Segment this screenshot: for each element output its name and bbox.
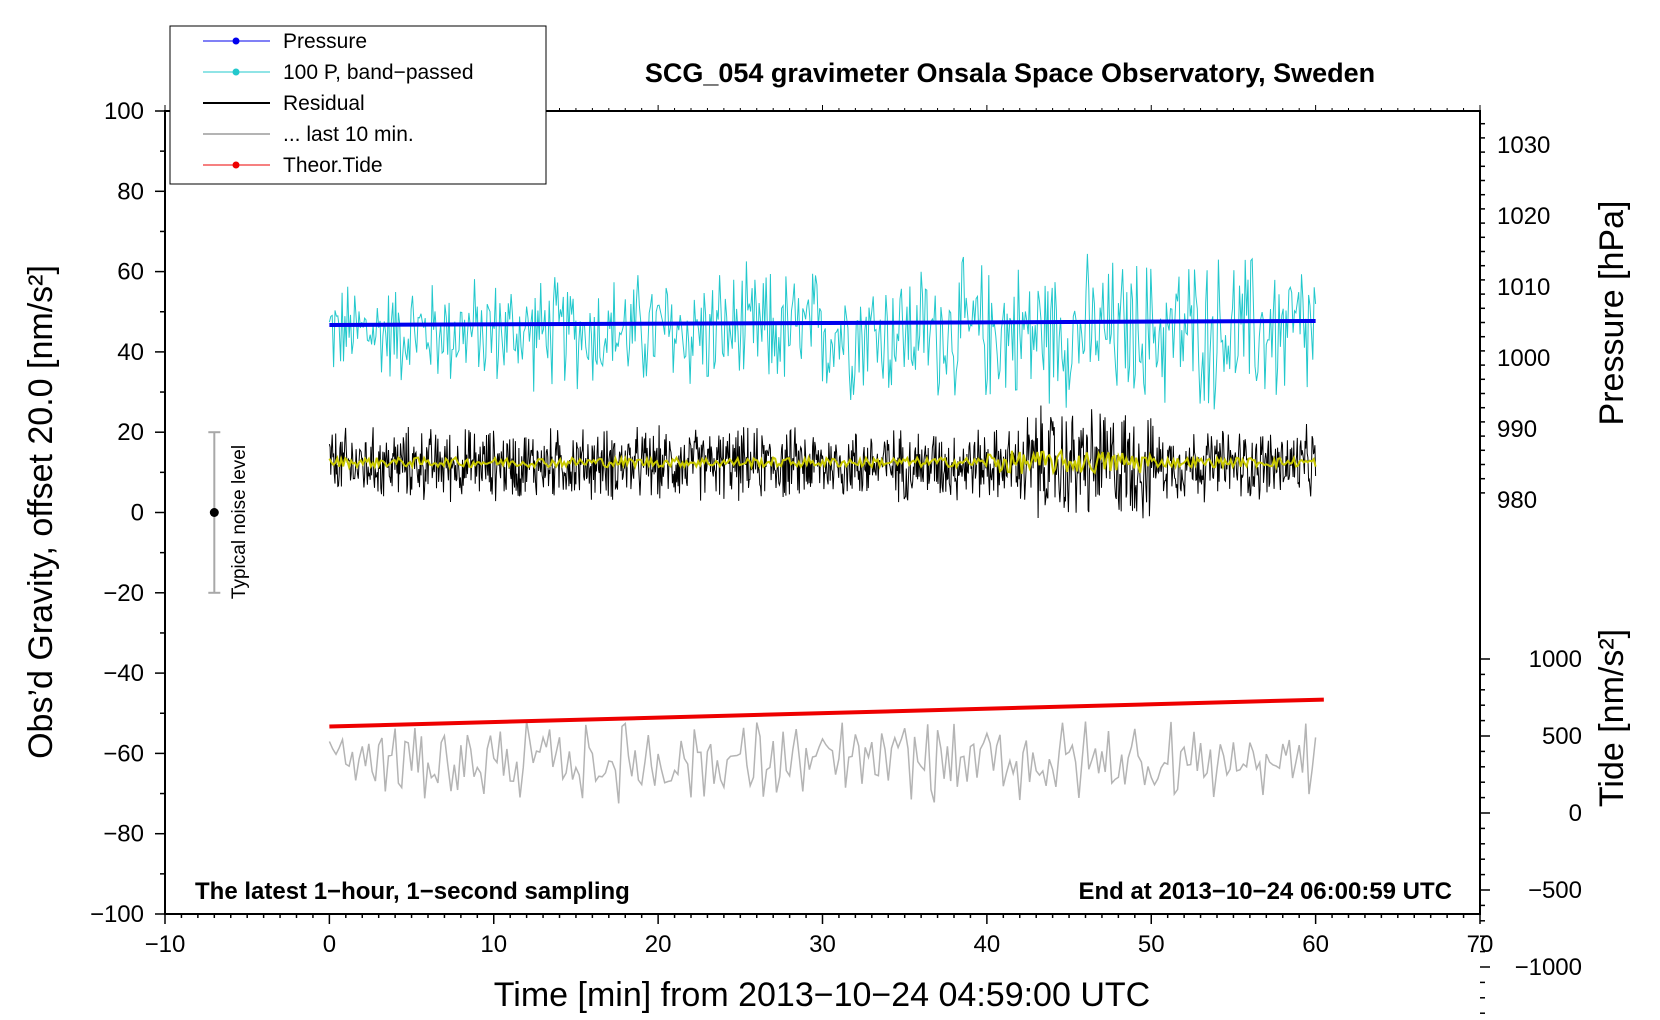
x-tick-label: 30: [809, 931, 836, 958]
legend-box: [169, 25, 547, 185]
y-tick-label: −40: [103, 660, 144, 687]
x-tick-label: 60: [1302, 931, 1329, 958]
noise-bar: [208, 431, 221, 594]
y-tick-label: 60: [117, 259, 144, 286]
tide-tick-label: 500: [1542, 723, 1582, 750]
pressure-axis-label: Pressure [hPa]: [1593, 201, 1631, 426]
noise-bar-center-dot: [209, 508, 219, 517]
x-tick-label: 10: [480, 931, 507, 958]
x-tick-label: 20: [645, 931, 672, 958]
y-tick-label: −60: [103, 740, 144, 767]
y-tick-label: −20: [103, 580, 144, 607]
tide-tick-label: 1000: [1529, 646, 1582, 673]
series-bandpassed: [328, 253, 1317, 410]
x-tick-label: 0: [323, 931, 336, 958]
pressure-tick-label: 990: [1497, 416, 1537, 443]
legend-label-last10: ... last 10 min.: [283, 123, 414, 146]
y-axis-label: Obs’d Gravity, offset 20.0 [nm/s²]: [22, 265, 60, 759]
y-tick-label: 0: [131, 500, 144, 527]
pressure-axis-ticks: 1030 1020 1010 1000 990 980: [1480, 122, 1550, 514]
y-axis-ticks: 100 80 60 40 20 0 −20 −40 −60 −80 −100: [90, 98, 165, 928]
pressure-tick-label: 1020: [1497, 203, 1550, 230]
legend-label-pressure: Pressure: [283, 30, 367, 53]
y-tick-label: −100: [90, 901, 144, 928]
pressure-tick-label: 980: [1497, 487, 1537, 514]
legend: Pressure 100 P, band−passed Residual ...…: [169, 25, 547, 185]
y-tick-label: 100: [104, 98, 144, 125]
tide-tick-label: −1000: [1515, 954, 1582, 981]
legend-label-residual: Residual: [283, 92, 365, 115]
series-last-10-min: [328, 720, 1317, 804]
pressure-tick-label: 1000: [1497, 345, 1550, 372]
end-time-note: End at 2013−10−24 06:00:59 UTC: [1078, 878, 1452, 905]
legend-marker-bandpassed: [232, 68, 240, 76]
y-tick-label: 40: [117, 339, 144, 366]
noise-level-label: Typical noise level: [229, 445, 250, 599]
series-pressure: [329, 318, 1316, 327]
y-tick-label: 20: [117, 419, 144, 446]
x-tick-label: 40: [974, 931, 1001, 958]
x-tick-label: −10: [145, 931, 186, 958]
series-residual: [328, 405, 1317, 519]
tide-tick-label: 0: [1569, 800, 1582, 827]
sampling-note: The latest 1−hour, 1−second sampling: [195, 878, 630, 905]
chart-title: SCG_054 gravimeter Onsala Space Observat…: [645, 58, 1375, 88]
x-axis-ticks: −10 0 10 20 30 40 50 60 70: [145, 105, 1494, 958]
series-residual-smoothed: [328, 448, 1317, 476]
pressure-tick-label: 1030: [1497, 132, 1550, 159]
series-theor-tide: [329, 697, 1324, 729]
x-tick-label: 70: [1467, 931, 1494, 958]
legend-marker-pressure: [232, 37, 240, 45]
legend-marker-tide: [232, 161, 240, 169]
series-layer: [328, 253, 1324, 804]
x-tick-label: 50: [1138, 931, 1165, 958]
tide-tick-label: −500: [1528, 877, 1582, 904]
legend-label-bandpassed: 100 P, band−passed: [283, 61, 474, 84]
legend-label-tide: Theor.Tide: [283, 154, 383, 177]
x-axis-label: Time [min] from 2013−10−24 04:59:00 UTC: [494, 976, 1150, 1014]
y-tick-label: −80: [103, 821, 144, 848]
pressure-tick-label: 1010: [1497, 274, 1550, 301]
y-tick-label: 80: [117, 178, 144, 205]
tide-axis-label: Tide [nm/s²]: [1593, 629, 1631, 807]
